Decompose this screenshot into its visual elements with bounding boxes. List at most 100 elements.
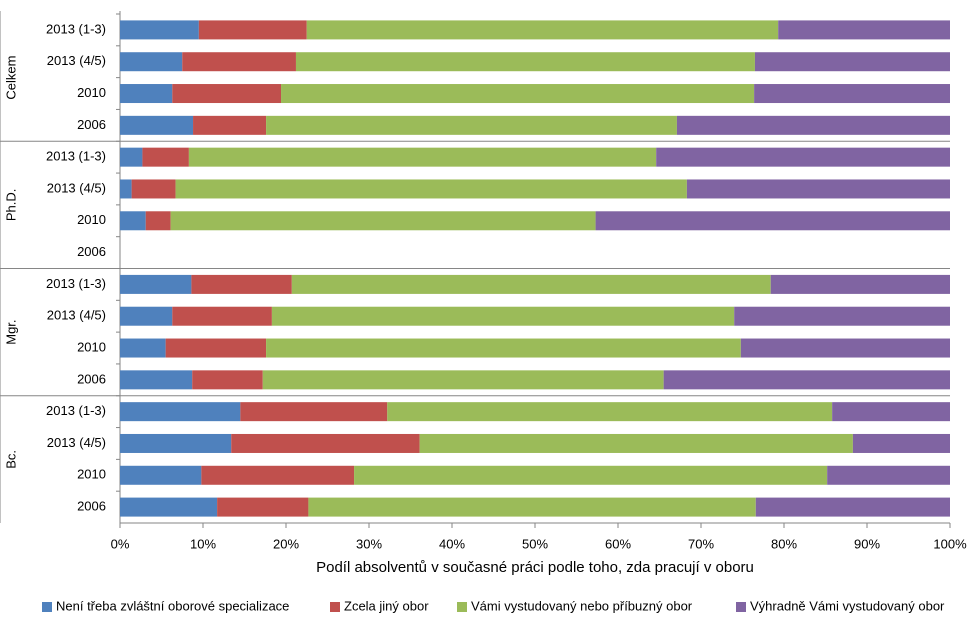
legend-label: Vámi vystudovaný nebo příbuzný obor [471, 598, 693, 613]
y-tick-label: 2010 [77, 467, 106, 482]
bar-segment [120, 497, 218, 517]
bar-segment [827, 465, 950, 485]
bar-segment [193, 115, 267, 135]
bar-segment [419, 433, 853, 453]
bar-segment [192, 370, 263, 390]
bar-segment [686, 179, 950, 199]
bar-segment [231, 433, 420, 453]
bar-segment [266, 115, 677, 135]
bar-segment [832, 402, 950, 422]
bar-segment [271, 306, 735, 326]
x-tick-label: 50% [522, 536, 548, 551]
bar-segment [778, 20, 950, 40]
bar-segment [120, 20, 199, 40]
y-tick-label: 2013 (1-3) [46, 149, 106, 164]
y-tick-label: 2013 (4/5) [47, 435, 106, 450]
bar-segment [120, 115, 194, 135]
bar-segment [262, 370, 664, 390]
bar-segment [120, 433, 232, 453]
bar-segment [734, 306, 950, 326]
y-tick-label: 2013 (4/5) [47, 53, 106, 68]
bar-segment [663, 370, 950, 390]
legend-label: Není třeba zvláštní oborové specializace [56, 598, 289, 613]
bar-segment [387, 402, 833, 422]
legend-label: Zcela jiný obor [344, 598, 429, 613]
y-tick-label: 2013 (1-3) [46, 403, 106, 418]
bar-segment [740, 338, 950, 358]
legend-swatch [42, 602, 52, 612]
x-tick-label: 30% [356, 536, 382, 551]
bar-segment [191, 274, 292, 294]
y-tick-label: 2010 [77, 339, 106, 354]
bar-segment [852, 433, 950, 453]
y-tick-label: 2013 (1-3) [46, 276, 106, 291]
x-tick-label: 80% [771, 536, 797, 551]
bar-segment [145, 211, 171, 231]
bar-segment [266, 338, 741, 358]
x-tick-label: 20% [273, 536, 299, 551]
y-tick-label: 2006 [77, 244, 106, 259]
y-tick-label: 2006 [77, 117, 106, 132]
bar-segment [188, 147, 657, 167]
bar-segment [142, 147, 189, 167]
bar-segment [120, 370, 193, 390]
bar-segment [291, 274, 771, 294]
group-label: Celkem [3, 56, 18, 100]
legend-swatch [736, 602, 746, 612]
bar-segment [120, 84, 173, 104]
x-axis-title: Podíl absolventů v současné práci podle … [316, 559, 754, 576]
group-label: Ph.D. [3, 189, 18, 222]
x-tick-label: 60% [605, 536, 631, 551]
bar-segment [656, 147, 950, 167]
x-tick-label: 0% [111, 536, 130, 551]
x-tick-label: 90% [854, 536, 880, 551]
bar-segment [172, 306, 272, 326]
y-tick-label: 2013 (4/5) [47, 308, 106, 323]
legend-swatch [457, 602, 467, 612]
bar-segment [120, 179, 132, 199]
bar-segment [281, 84, 755, 104]
bar-segment [201, 465, 355, 485]
bar-segment [120, 147, 143, 167]
bar-segment [120, 52, 183, 72]
bar-segment [676, 115, 950, 135]
bar-segment [170, 211, 596, 231]
bar-segment [120, 274, 192, 294]
bar-segment [754, 84, 950, 104]
bar-segment [172, 84, 282, 104]
bar-segment [306, 20, 779, 40]
y-tick-label: 2010 [77, 85, 106, 100]
bar-segment [182, 52, 296, 72]
bar-segment [754, 52, 950, 72]
bar-segment [354, 465, 828, 485]
bar-segment [120, 338, 166, 358]
y-tick-label: 2013 (1-3) [46, 21, 106, 36]
bar-segment [595, 211, 950, 231]
x-tick-label: 10% [190, 536, 216, 551]
bar-segment [131, 179, 176, 199]
bar-segment [295, 52, 755, 72]
y-tick-label: 2013 (4/5) [47, 180, 106, 195]
bar-segment [165, 338, 267, 358]
bar-segment [198, 20, 307, 40]
x-tick-label: 40% [439, 536, 465, 551]
bar-segment [120, 211, 146, 231]
bar-segment [770, 274, 950, 294]
bar-segment [120, 306, 173, 326]
group-label: Mgr. [3, 319, 18, 344]
bar-segment [120, 402, 241, 422]
legend-label: Výhradně Vámi vystudovaný obor [750, 598, 945, 613]
bar-segment [217, 497, 309, 517]
x-tick-label: 70% [688, 536, 714, 551]
bar-segment [240, 402, 388, 422]
bar-segment [120, 465, 202, 485]
x-tick-label: 100% [933, 536, 967, 551]
bar-segment [755, 497, 950, 517]
legend-swatch [330, 602, 340, 612]
bar-segment [308, 497, 756, 517]
group-label: Bc. [3, 450, 18, 469]
bar-segment [175, 179, 687, 199]
y-tick-label: 2010 [77, 212, 106, 227]
y-tick-label: 2006 [77, 499, 106, 514]
